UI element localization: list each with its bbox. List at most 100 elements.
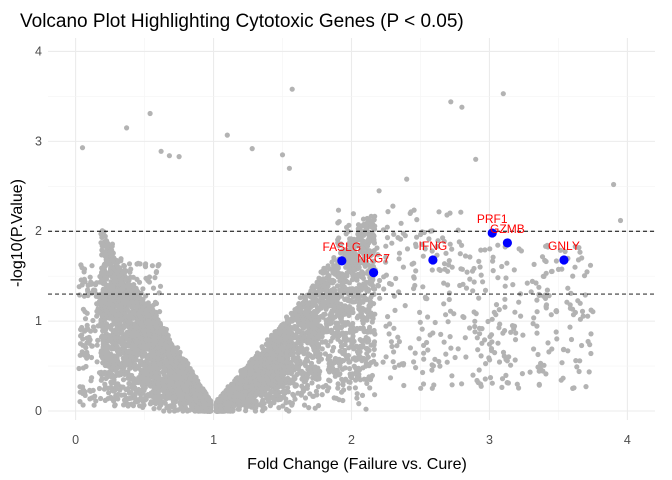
gene-point — [315, 365, 321, 371]
gene-point — [259, 389, 265, 395]
gene-point — [317, 332, 323, 338]
gene-point — [267, 349, 273, 355]
gene-point — [319, 392, 325, 398]
gene-point — [302, 395, 309, 401]
gene-point — [337, 371, 343, 377]
gene-point — [184, 392, 190, 398]
gene-point — [372, 331, 378, 337]
gene-point — [316, 355, 323, 361]
gene-point — [292, 383, 298, 389]
gene-point — [361, 221, 367, 227]
gene-point — [310, 393, 317, 399]
gene-point — [335, 328, 341, 334]
gene-point — [310, 344, 317, 351]
gene-point — [316, 344, 322, 350]
gene-point — [331, 344, 337, 351]
gene-point — [343, 304, 349, 310]
gene-point — [270, 382, 276, 388]
gene-point — [258, 358, 264, 364]
gene-point — [145, 324, 151, 330]
gene-point — [160, 378, 166, 385]
gene-point — [282, 389, 288, 395]
gene-point — [141, 343, 147, 349]
gene-point — [135, 351, 141, 357]
gene-point — [151, 406, 157, 412]
gene-point — [125, 283, 131, 289]
gene-point — [350, 333, 356, 339]
gene-point — [108, 306, 114, 312]
gene-point — [113, 384, 119, 390]
gene-point — [243, 408, 249, 414]
gene-point — [103, 253, 109, 259]
gene-point — [335, 304, 341, 310]
gene-point — [358, 293, 364, 299]
gene-point — [102, 233, 108, 239]
gene-point — [311, 330, 317, 336]
gene-point — [328, 338, 334, 344]
gene-point — [336, 333, 342, 339]
gene-point — [329, 259, 335, 265]
gene-point — [311, 308, 317, 315]
gene-point — [352, 385, 358, 391]
gene-point — [102, 381, 108, 387]
gene-point — [253, 355, 259, 361]
chart-title: Volcano Plot Highlighting Cytotoxic Gene… — [20, 11, 464, 32]
gene-point — [363, 296, 369, 302]
gene-point — [326, 377, 332, 383]
gene-point — [303, 363, 309, 369]
gene-point — [334, 283, 341, 289]
gene-point — [371, 346, 377, 352]
gene-point — [340, 397, 346, 404]
gene-point — [277, 396, 283, 402]
gene-point — [103, 257, 109, 263]
gene-point — [358, 248, 364, 254]
gene-point — [301, 402, 308, 408]
gene-point — [295, 390, 301, 396]
gene-point — [335, 309, 341, 315]
gene-point — [266, 364, 272, 370]
gene-point — [291, 316, 297, 322]
gene-point — [235, 386, 241, 392]
gene-point — [354, 391, 360, 397]
gene-point — [301, 322, 307, 328]
gene-point — [354, 395, 360, 401]
gene-point — [175, 407, 181, 413]
gene-point — [188, 372, 195, 378]
gene-point — [126, 380, 132, 387]
gene-point — [315, 384, 321, 390]
gene-point — [351, 363, 357, 369]
gene-point — [185, 365, 191, 371]
gene-point — [304, 374, 310, 381]
gene-point — [363, 406, 369, 412]
gene-point — [319, 339, 325, 345]
gene-point — [292, 396, 298, 402]
gene-point — [284, 406, 290, 413]
gene-point — [334, 299, 340, 306]
gene-point — [262, 405, 268, 411]
gene-point — [355, 226, 361, 232]
gene-point — [359, 269, 365, 275]
gene-point — [294, 313, 300, 319]
gene-point — [371, 258, 377, 264]
gene-point — [354, 243, 360, 249]
gene-point — [267, 403, 273, 409]
gene-point — [307, 391, 313, 397]
gene-point — [170, 346, 176, 352]
gene-point — [129, 304, 135, 310]
gene-point — [326, 303, 332, 309]
gene-point — [341, 335, 347, 341]
gene-point — [328, 279, 334, 286]
gene-point — [265, 359, 271, 365]
gene-point — [213, 408, 219, 414]
gene-point — [285, 334, 292, 340]
gene-point — [285, 364, 292, 370]
gene-point — [350, 294, 356, 300]
gene-point — [368, 310, 374, 316]
gene-point — [356, 264, 362, 271]
gene-point — [364, 259, 370, 265]
gene-point — [300, 388, 306, 394]
gene-point — [107, 324, 113, 330]
gene-point — [347, 366, 353, 372]
gene-point — [304, 385, 310, 391]
gene-point — [282, 336, 288, 343]
